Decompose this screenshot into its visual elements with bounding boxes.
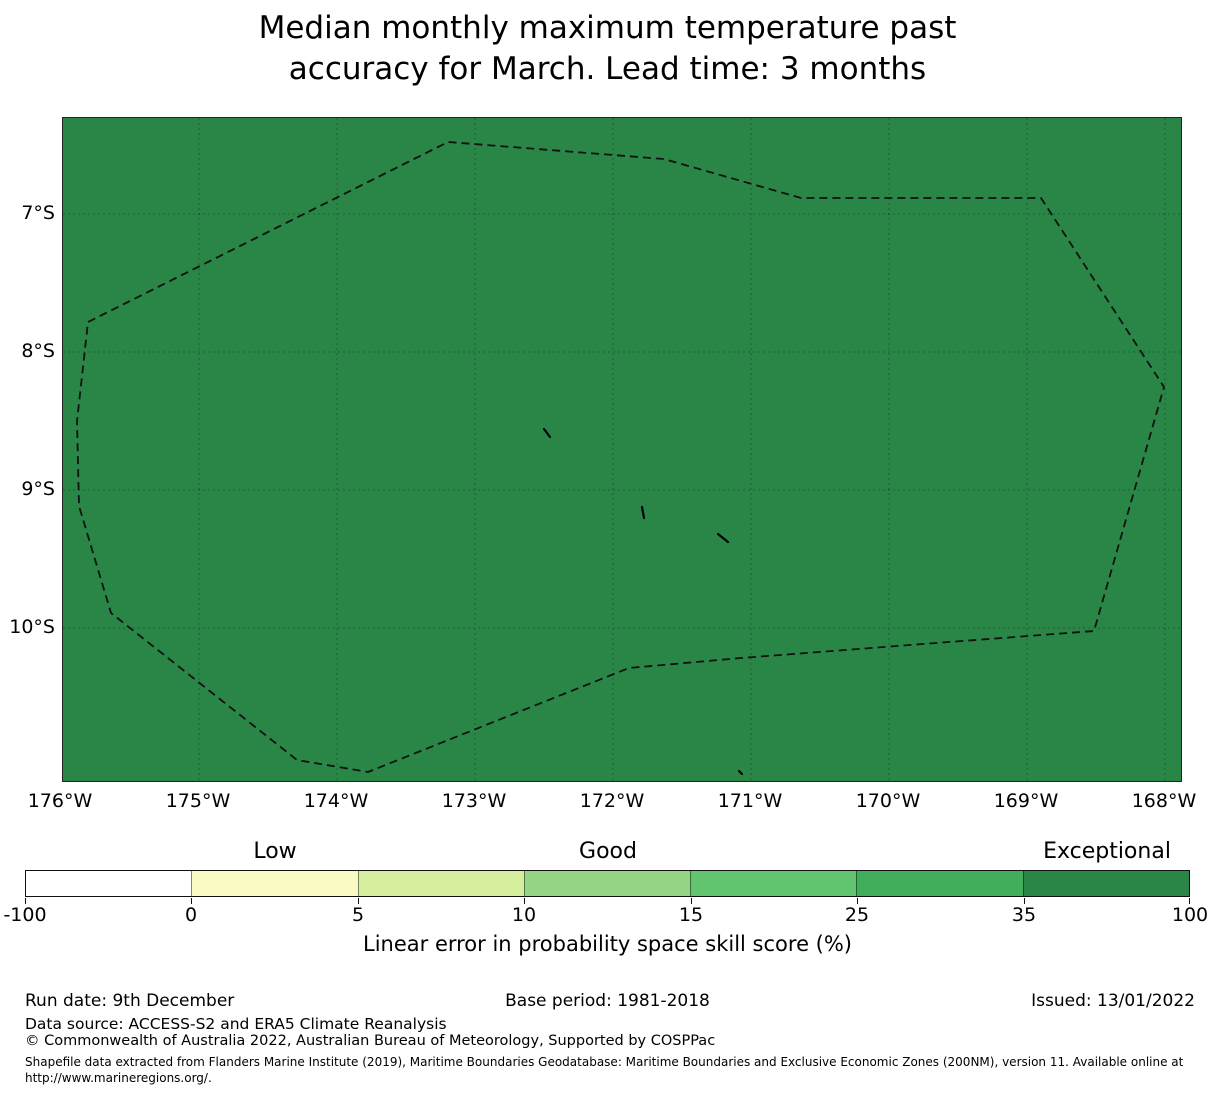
- colorbar-segment: [856, 871, 1023, 896]
- colorbar-tick-5: 5: [351, 904, 365, 926]
- colorbar-tickmark: [191, 898, 192, 904]
- lon-tick-172w: 172°W: [579, 790, 645, 812]
- colorbar-segment: [690, 871, 857, 896]
- eez-boundary: [76, 141, 1165, 773]
- run-date: Run date: 9th December: [25, 991, 235, 1011]
- lat-tick-10s: 10°S: [9, 616, 55, 638]
- title-line-2: accuracy for March. Lead time: 3 months: [288, 51, 927, 87]
- colorbar-axis-label: Linear error in probability space skill …: [363, 932, 852, 956]
- colorbar-tickmark: [857, 898, 858, 904]
- colorbar-category-low: Low: [253, 839, 297, 864]
- colorbar-segment: [357, 871, 524, 896]
- colorbar-tick--100: -100: [3, 904, 47, 926]
- shapefile-note-line-1: Shapefile data extracted from Flanders M…: [25, 1055, 1184, 1069]
- copyright-line: © Commonwealth of Australia 2022, Austra…: [25, 1033, 716, 1049]
- colorbar-tick-100: 100: [1171, 904, 1209, 926]
- lat-tick-7s: 7°S: [21, 202, 55, 224]
- colorbar-tick-25: 25: [844, 904, 870, 926]
- page-title: Median monthly maximum temperature past …: [0, 8, 1215, 90]
- lon-tick-168w: 168°W: [1131, 790, 1197, 812]
- colorbar: [25, 870, 1190, 897]
- map-overlay: [63, 118, 1181, 781]
- map-area: [62, 117, 1182, 782]
- title-line-1: Median monthly maximum temperature past: [258, 10, 957, 46]
- colorbar-category-exceptional: Exceptional: [1043, 839, 1171, 864]
- colorbar-tickmark: [1189, 898, 1190, 904]
- data-source: Data source: ACCESS-S2 and ERA5 Climate …: [25, 1015, 447, 1033]
- shapefile-note-line-2: http://www.marineregions.org/.: [25, 1071, 212, 1085]
- colorbar-tickmark: [358, 898, 359, 904]
- lon-tick-176w: 176°W: [27, 790, 93, 812]
- colorbar-segment: [523, 871, 691, 896]
- colorbar-category-good: Good: [579, 839, 637, 864]
- colorbar-segment: [26, 871, 192, 896]
- colorbar-segment: [1022, 871, 1189, 896]
- lon-tick-174w: 174°W: [303, 790, 369, 812]
- colorbar-segment: [191, 871, 358, 896]
- lon-tick-171w: 171°W: [717, 790, 783, 812]
- colorbar-tickmark: [1024, 898, 1025, 904]
- lon-tick-170w: 170°W: [855, 790, 921, 812]
- lon-tick-169w: 169°W: [993, 790, 1059, 812]
- colorbar-tick-0: 0: [184, 904, 198, 926]
- colorbar-tick-35: 35: [1011, 904, 1037, 926]
- lat-tick-9s: 9°S: [21, 478, 55, 500]
- lon-tick-173w: 173°W: [441, 790, 507, 812]
- issued-date: Issued: 13/01/2022: [1031, 991, 1195, 1011]
- colorbar-tickmark: [524, 898, 525, 904]
- colorbar-tick-15: 15: [678, 904, 704, 926]
- lon-tick-175w: 175°W: [165, 790, 231, 812]
- colorbar-tickmark: [691, 898, 692, 904]
- lat-tick-8s: 8°S: [21, 340, 55, 362]
- colorbar-tickmark: [25, 898, 26, 904]
- colorbar-tick-10: 10: [511, 904, 537, 926]
- graticule-lines: [63, 118, 1181, 781]
- island-marks: [542, 427, 744, 776]
- base-period: Base period: 1981-2018: [505, 991, 710, 1011]
